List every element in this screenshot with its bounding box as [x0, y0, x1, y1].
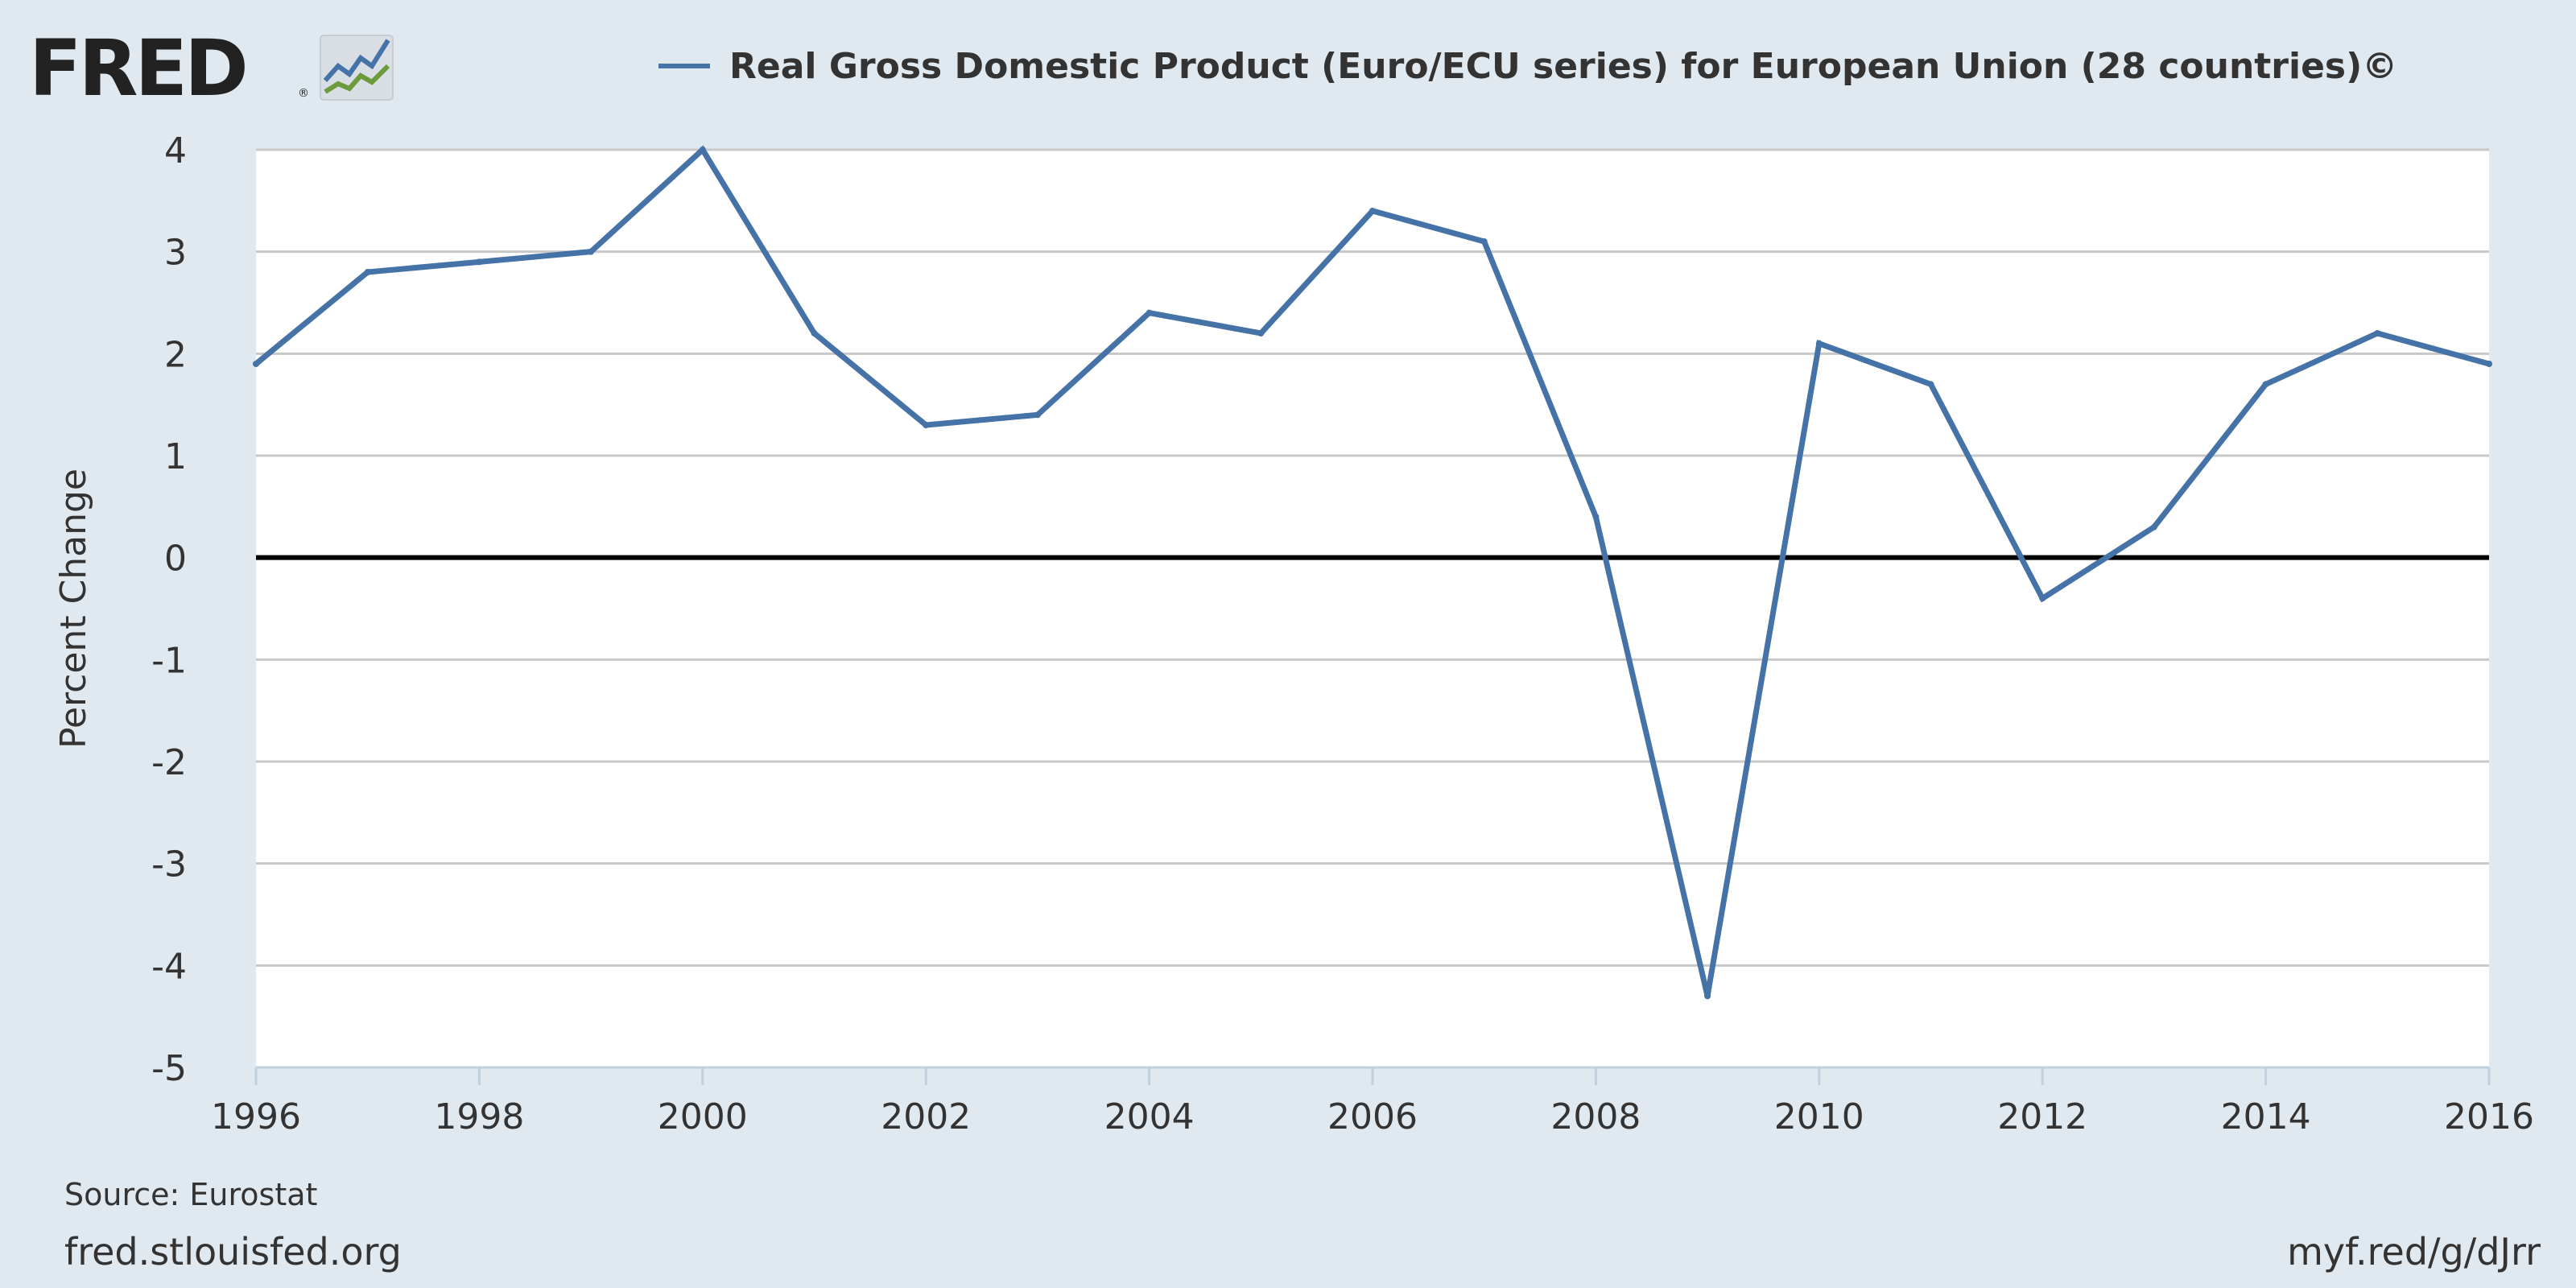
x-axis-ticks: [254, 1067, 2491, 1085]
fred-logo[interactable]: FRED ®: [29, 24, 394, 113]
x-tick-label: 2012: [1997, 1096, 2087, 1137]
y-tick-label: 3: [164, 233, 187, 274]
data-point[interactable]: [1592, 514, 1600, 520]
x-tick-label: 2000: [658, 1096, 748, 1137]
series-layer: [253, 145, 2492, 1000]
y-axis-title: Percent Change: [53, 469, 94, 749]
data-point[interactable]: [923, 422, 930, 428]
y-tick-label: -2: [151, 742, 187, 783]
gridlines: [256, 148, 2489, 1069]
x-tick-label: 2010: [1774, 1096, 1864, 1137]
x-tick-label: 2004: [1104, 1096, 1195, 1137]
data-point[interactable]: [2486, 361, 2492, 367]
data-point[interactable]: [1480, 238, 1488, 245]
x-tick-label: 2016: [2444, 1096, 2534, 1137]
data-point[interactable]: [1257, 330, 1265, 336]
x-tick-label: 1998: [434, 1096, 524, 1137]
x-tick-label: 2002: [881, 1096, 971, 1137]
chart-legend[interactable]: Real Gross Domestic Product (Euro/ECU se…: [658, 42, 2397, 90]
source-note: Source: Eurostat: [64, 1177, 318, 1212]
data-point[interactable]: [1815, 340, 1823, 347]
y-tick-label: -3: [151, 844, 187, 886]
x-axis-labels: 1996 1998 2000 2002 2004 2006 2008 2010 2012 2014…: [211, 1096, 2534, 1137]
line-chart-icon: [320, 35, 394, 101]
graph-short-link[interactable]: myf.red/g/dJrr: [2287, 1230, 2541, 1274]
legend-series-swatch: [658, 64, 710, 68]
data-point[interactable]: [1146, 309, 1153, 316]
data-point[interactable]: [1704, 993, 1711, 1000]
data-point[interactable]: [811, 330, 818, 336]
y-tick-label: -1: [151, 640, 187, 681]
x-tick-label: 2006: [1327, 1096, 1418, 1137]
data-point[interactable]: [2374, 330, 2381, 336]
data-point[interactable]: [476, 258, 483, 266]
data-point[interactable]: [1927, 381, 1934, 388]
y-axis-labels: 4 3 2 1 0 -1 -2 -3 -4 -5: [151, 130, 187, 1089]
x-tick-label: 2008: [1550, 1096, 1641, 1137]
y-tick-label: 1: [164, 436, 187, 477]
data-point[interactable]: [1369, 208, 1376, 214]
y-tick-label: 4: [164, 130, 187, 171]
data-point[interactable]: [364, 269, 371, 275]
plot-area: [256, 150, 2489, 1067]
x-tick-label: 2014: [2221, 1096, 2311, 1137]
y-tick-label: -5: [151, 1048, 187, 1089]
data-point[interactable]: [2150, 523, 2157, 530]
registered-mark: ®: [298, 87, 309, 100]
data-point[interactable]: [1034, 411, 1041, 419]
fred-logo-text: FRED: [29, 23, 249, 114]
data-point[interactable]: [2039, 595, 2046, 602]
y-tick-label: 0: [164, 539, 187, 580]
data-point[interactable]: [588, 248, 595, 255]
data-point[interactable]: [253, 361, 259, 367]
x-tick-label: 1996: [211, 1096, 301, 1137]
legend-series-label: Real Gross Domestic Product (Euro/ECU se…: [729, 45, 2398, 87]
data-point[interactable]: [699, 147, 706, 153]
y-tick-label: 2: [164, 334, 187, 375]
fred-site-link[interactable]: fred.stlouisfed.org: [64, 1230, 402, 1274]
y-tick-label: -4: [151, 946, 187, 987]
data-point[interactable]: [2262, 381, 2269, 388]
